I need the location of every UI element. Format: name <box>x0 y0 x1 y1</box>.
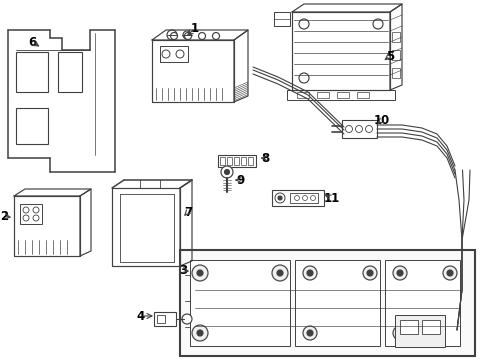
Circle shape <box>278 196 282 200</box>
Circle shape <box>213 32 220 40</box>
Bar <box>272 190 324 206</box>
Circle shape <box>443 266 457 280</box>
Circle shape <box>303 266 317 280</box>
Bar <box>58 52 82 92</box>
Circle shape <box>192 325 208 341</box>
Bar <box>154 312 176 326</box>
Circle shape <box>367 270 373 276</box>
Text: 5: 5 <box>386 49 394 63</box>
Circle shape <box>162 50 170 58</box>
Circle shape <box>311 195 316 201</box>
Circle shape <box>393 326 407 340</box>
Bar <box>317 92 329 98</box>
Circle shape <box>345 126 352 132</box>
Circle shape <box>356 126 363 132</box>
Bar <box>241 157 246 165</box>
Circle shape <box>224 170 229 175</box>
Bar <box>395 315 445 347</box>
Bar <box>297 92 309 98</box>
Bar <box>400 320 418 334</box>
Text: 11: 11 <box>324 192 340 204</box>
Circle shape <box>299 19 309 29</box>
Text: 2: 2 <box>0 210 8 222</box>
Bar <box>274 12 290 26</box>
Bar <box>190 260 290 346</box>
Circle shape <box>363 266 377 280</box>
Circle shape <box>197 330 203 336</box>
Text: 4: 4 <box>137 310 145 323</box>
Circle shape <box>33 207 39 213</box>
Bar <box>16 52 48 92</box>
Bar <box>160 46 188 62</box>
Circle shape <box>192 265 208 281</box>
Circle shape <box>397 270 403 276</box>
Circle shape <box>397 330 403 336</box>
Circle shape <box>171 32 177 40</box>
Circle shape <box>366 126 372 132</box>
Circle shape <box>23 207 29 213</box>
Circle shape <box>277 270 283 276</box>
Bar <box>392 32 400 42</box>
Text: 9: 9 <box>236 174 244 186</box>
Bar <box>218 155 256 167</box>
Bar <box>234 157 239 165</box>
Circle shape <box>221 166 233 178</box>
Bar <box>16 108 48 144</box>
Circle shape <box>185 32 192 40</box>
Bar <box>290 193 318 203</box>
Circle shape <box>176 50 184 58</box>
Bar <box>295 260 380 346</box>
Text: 6: 6 <box>28 36 36 49</box>
Circle shape <box>303 326 317 340</box>
Circle shape <box>307 270 313 276</box>
Circle shape <box>167 30 177 40</box>
Bar <box>157 315 165 323</box>
Circle shape <box>393 266 407 280</box>
Bar <box>248 157 253 165</box>
Circle shape <box>183 31 191 39</box>
Circle shape <box>23 215 29 221</box>
Circle shape <box>307 330 313 336</box>
Circle shape <box>272 265 288 281</box>
Circle shape <box>302 195 308 201</box>
Text: 8: 8 <box>261 152 269 165</box>
Text: 3: 3 <box>179 264 187 276</box>
Circle shape <box>299 73 309 83</box>
Circle shape <box>447 270 453 276</box>
Circle shape <box>197 270 203 276</box>
Bar <box>227 157 232 165</box>
Bar <box>422 320 440 334</box>
Text: 10: 10 <box>374 113 390 126</box>
Bar <box>385 260 460 346</box>
Bar <box>337 92 349 98</box>
Circle shape <box>294 195 299 201</box>
Bar <box>392 68 400 78</box>
Bar <box>220 157 225 165</box>
Bar <box>20 204 42 224</box>
Circle shape <box>198 32 205 40</box>
Text: 7: 7 <box>184 206 192 219</box>
Bar <box>357 92 369 98</box>
Circle shape <box>373 19 383 29</box>
Bar <box>287 90 395 100</box>
Circle shape <box>33 215 39 221</box>
Bar <box>392 50 400 60</box>
Circle shape <box>182 314 192 324</box>
Bar <box>342 120 377 138</box>
Text: 1: 1 <box>191 22 199 35</box>
Bar <box>180 250 475 356</box>
Circle shape <box>275 193 285 203</box>
